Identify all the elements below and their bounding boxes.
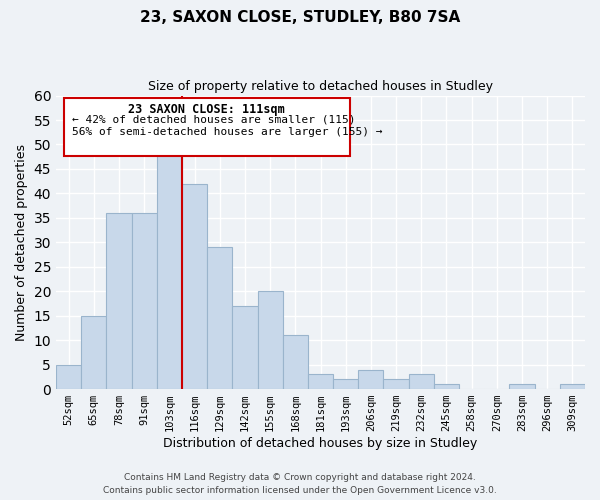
Bar [257,291,283,389]
Bar [232,306,257,389]
Bar [56,364,81,389]
Text: 23, SAXON CLOSE, STUDLEY, B80 7SA: 23, SAXON CLOSE, STUDLEY, B80 7SA [140,10,460,25]
Text: 56% of semi-detached houses are larger (155) →: 56% of semi-detached houses are larger (… [72,127,382,137]
Text: ← 42% of detached houses are smaller (115): ← 42% of detached houses are smaller (11… [72,114,355,124]
Bar [308,374,333,389]
X-axis label: Distribution of detached houses by size in Studley: Distribution of detached houses by size … [163,437,478,450]
Y-axis label: Number of detached properties: Number of detached properties [15,144,28,341]
Bar [560,384,585,389]
Bar [509,384,535,389]
Bar [333,380,358,389]
Bar [131,213,157,389]
Bar [434,384,459,389]
Bar [358,370,383,389]
Bar [157,144,182,389]
Bar [283,336,308,389]
FancyBboxPatch shape [64,98,350,156]
Bar [182,184,207,389]
Title: Size of property relative to detached houses in Studley: Size of property relative to detached ho… [148,80,493,93]
Bar [383,380,409,389]
Bar [409,374,434,389]
Text: Contains HM Land Registry data © Crown copyright and database right 2024.
Contai: Contains HM Land Registry data © Crown c… [103,474,497,495]
Text: 23 SAXON CLOSE: 111sqm: 23 SAXON CLOSE: 111sqm [128,103,285,116]
Bar [106,213,131,389]
Bar [81,316,106,389]
Bar [207,247,232,389]
